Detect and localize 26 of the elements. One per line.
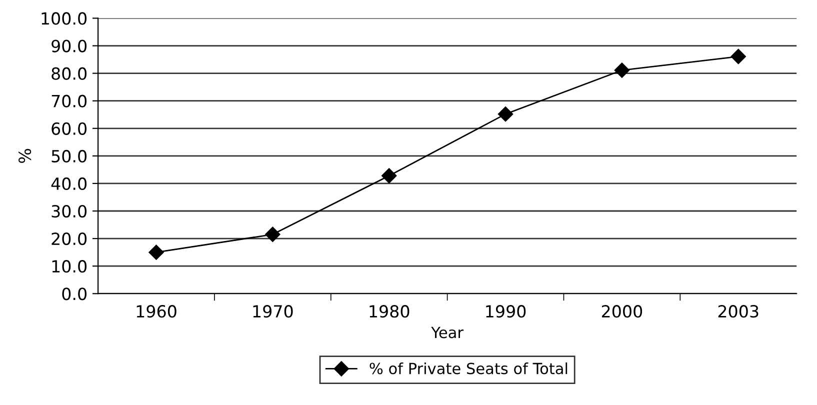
y-axis-title: % [18, 148, 32, 163]
point [498, 106, 514, 122]
point [730, 48, 746, 64]
x-axis-title: Year [431, 326, 464, 338]
x-tick-label: 1960 [136, 305, 176, 318]
y-tick-label: 40.0 [51, 177, 87, 190]
x-tick-label: 1990 [486, 305, 526, 318]
y-tick-label: 0.0 [62, 288, 87, 300]
y-tick-label: 70.0 [52, 94, 87, 108]
x-tick-label: 1980 [370, 305, 410, 318]
y-tick-label: 100.0 [42, 12, 87, 25]
y-tick-label: 90.0 [52, 40, 87, 52]
x-tick-label: 2000 [602, 305, 642, 318]
point [265, 226, 280, 242]
y-tick-label: 80.0 [52, 67, 87, 80]
x-tick-label: 2003 [718, 305, 758, 318]
y-tick-label: 10.0 [52, 260, 87, 273]
point [382, 168, 397, 184]
point [614, 62, 630, 78]
point [148, 244, 164, 260]
y-tick-label: 30.0 [52, 204, 87, 218]
y-tick-label: 50.0 [52, 150, 87, 162]
y-tick-label: 60.0 [52, 122, 87, 135]
x-tick-label: 1970 [253, 305, 293, 318]
legend-label: % of Private Seats of Total [370, 362, 568, 374]
y-tick-label: 20.0 [52, 232, 87, 246]
